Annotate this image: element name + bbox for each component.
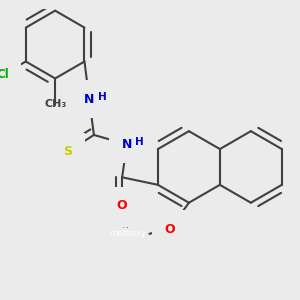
Text: methoxy: methoxy <box>108 227 148 236</box>
Text: H: H <box>135 137 144 148</box>
Text: CH₃: CH₃ <box>44 99 66 109</box>
Text: methoxy: methoxy <box>110 229 146 238</box>
Text: N: N <box>122 138 132 151</box>
Text: O: O <box>165 223 176 236</box>
Text: S: S <box>63 146 72 158</box>
Text: O: O <box>117 199 128 212</box>
Text: N: N <box>84 93 94 106</box>
Text: Cl: Cl <box>0 68 9 81</box>
Text: H: H <box>98 92 106 102</box>
